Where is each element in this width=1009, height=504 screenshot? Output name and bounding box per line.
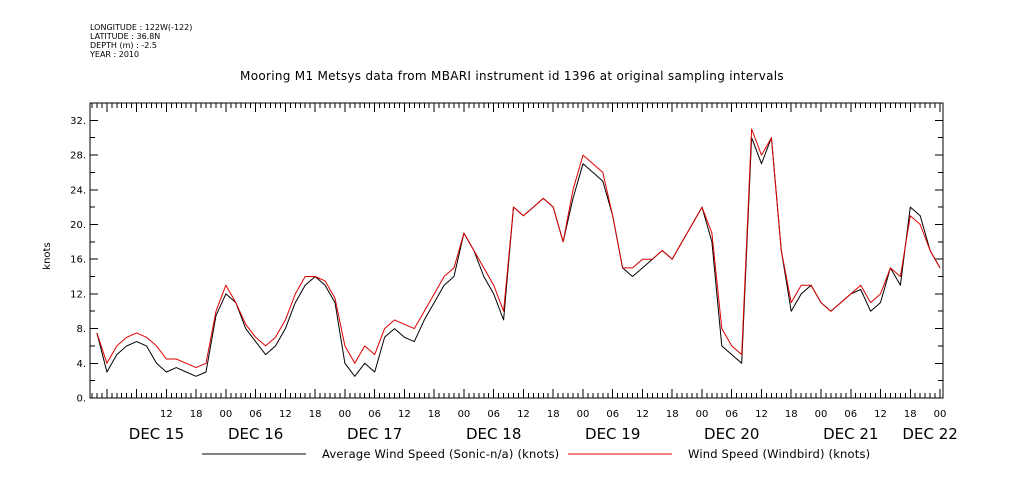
- y-tick-label: 32.: [70, 116, 86, 127]
- day-label: DEC 18: [466, 425, 521, 443]
- series-layer: [96, 128, 941, 377]
- day-label: DEC 21: [823, 425, 878, 443]
- x-tick-label: 12: [755, 409, 768, 420]
- x-tick-label: 18: [428, 409, 441, 420]
- x-tick-label: 00: [577, 409, 590, 420]
- x-tick-label: 00: [696, 409, 709, 420]
- x-tick-label: 00: [458, 409, 471, 420]
- x-tick-label: 18: [309, 409, 322, 420]
- series-average-wind-speed: [96, 137, 941, 377]
- x-tick-label: 06: [606, 409, 619, 420]
- x-tick-label: 18: [785, 409, 798, 420]
- x-tick-label: 18: [904, 409, 917, 420]
- legend-label-average: Average Wind Speed (Sonic-n/a) (knots): [322, 447, 559, 461]
- day-label: DEC 20: [704, 425, 759, 443]
- day-label: DEC 17: [347, 425, 402, 443]
- day-label: DEC 16: [228, 425, 283, 443]
- x-tick-label: 12: [636, 409, 649, 420]
- meta-longitude: LONGITUDE : 122W(-122): [90, 23, 192, 32]
- legend-label-windbird: Wind Speed (Windbird) (knots): [688, 447, 870, 461]
- x-tick-label: 12: [398, 409, 411, 420]
- y-tick-label: 8.: [76, 324, 86, 335]
- x-tick-label: 18: [666, 409, 679, 420]
- x-tick-label: 06: [725, 409, 738, 420]
- day-label: DEC 22: [902, 425, 957, 443]
- x-tick-label: 00: [339, 409, 352, 420]
- y-axis-ticks: 0. 4. 8. 12. 16. 20. 24. 28. 32.: [70, 102, 943, 405]
- legend: Average Wind Speed (Sonic-n/a) (knots) W…: [202, 447, 870, 461]
- y-tick-label: 4.: [76, 359, 86, 370]
- y-tick-label: 0.: [76, 394, 86, 405]
- y-tick-label: 16.: [70, 255, 86, 266]
- x-tick-label: 06: [487, 409, 500, 420]
- series-windbird-wind-speed: [96, 128, 941, 369]
- x-tick-label: 00: [934, 409, 947, 420]
- axis-labels: 12 18 00 06 12 18 00 06 12 18 00 06 12 18 00 06 12 18 00 06…: [129, 409, 958, 443]
- x-tick-label: 12: [160, 409, 173, 420]
- x-tick-label: 18: [547, 409, 560, 420]
- plot-frame: [89, 102, 944, 399]
- y-tick-label: 20.: [70, 220, 86, 231]
- meta-year: YEAR : 2010: [89, 50, 139, 59]
- x-tick-label: 00: [815, 409, 828, 420]
- meta-latitude: LATITUDE : 36.8N: [90, 32, 160, 41]
- y-tick-label: 12.: [70, 289, 86, 300]
- x-tick-label: 12: [517, 409, 530, 420]
- chart-title: Mooring M1 Metsys data from MBARI instru…: [240, 69, 784, 83]
- meta-depth: DEPTH (m) : -2.5: [90, 41, 157, 50]
- x-tick-label: 00: [220, 409, 233, 420]
- y-tick-label: 28.: [70, 151, 86, 162]
- day-label: DEC 15: [129, 425, 184, 443]
- x-tick-label: 06: [249, 409, 262, 420]
- x-tick-label: 12: [279, 409, 292, 420]
- x-tick-label: 12: [874, 409, 887, 420]
- metadata-block: LONGITUDE : 122W(-122) LATITUDE : 36.8N …: [89, 23, 192, 59]
- y-tick-label: 24.: [70, 185, 86, 196]
- x-tick-label: 18: [190, 409, 203, 420]
- day-label: DEC 19: [585, 425, 640, 443]
- x-tick-label: 06: [368, 409, 381, 420]
- y-axis-label: knots: [42, 242, 53, 269]
- x-tick-label: 06: [844, 409, 857, 420]
- x-axis-ticks: [91, 103, 941, 398]
